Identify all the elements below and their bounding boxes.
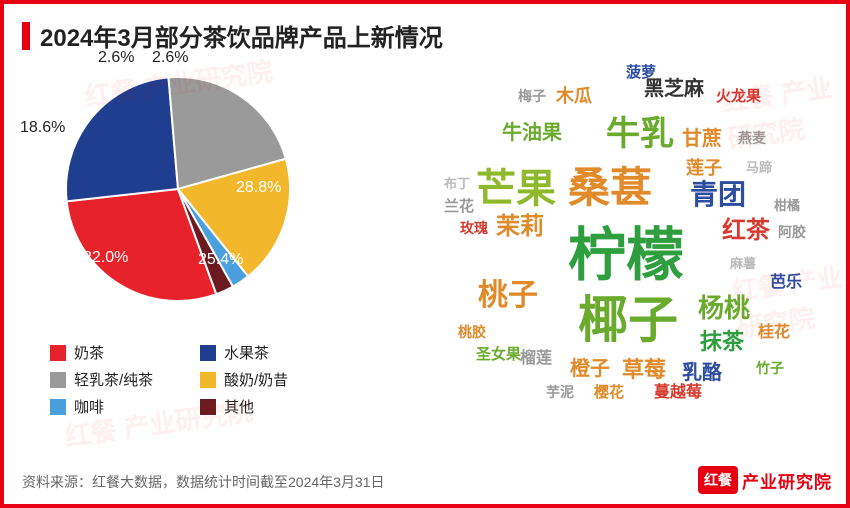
wordcloud-word: 桑葚	[568, 167, 652, 209]
wordcloud-word: 乳酪	[682, 363, 722, 383]
wordcloud-word: 茉莉	[496, 215, 544, 239]
legend-label: 奶茶	[74, 342, 104, 363]
wordcloud-word: 火龙果	[716, 89, 761, 104]
wordcloud-word: 杨桃	[698, 295, 750, 321]
wordcloud-word: 柠檬	[568, 227, 684, 285]
wordcloud-word: 红茶	[722, 219, 770, 243]
pie-slice	[66, 77, 178, 201]
legend-item: 奶茶	[50, 339, 200, 366]
wordcloud-word: 马蹄	[746, 161, 772, 174]
wordcloud-word: 牛乳	[606, 117, 674, 151]
wordcloud-word: 椰子	[578, 295, 678, 345]
pie-slice-label: 2.6%	[152, 49, 188, 67]
wordcloud-word: 玫瑰	[460, 221, 488, 235]
wordcloud-word: 黑芝麻	[644, 79, 704, 99]
legend-item: 咖啡	[50, 393, 200, 420]
wordcloud-word: 草莓	[622, 359, 666, 381]
legend-item: 水果茶	[200, 339, 350, 366]
legend-label: 其他	[224, 396, 254, 417]
wordcloud-word: 桃胶	[458, 325, 486, 339]
chart-frame: 2024年3月部分茶饮品牌产品上新情况 28.8% 25.4% 22.0% 18.6%…	[0, 0, 850, 508]
brand-badge: 红餐 产业研究院	[698, 466, 832, 494]
pie-slice-label: 25.4%	[198, 251, 243, 269]
chart-title: 2024年3月部分茶饮品牌产品上新情况	[40, 18, 443, 53]
legend-swatch	[200, 345, 216, 361]
wordcloud-word: 桂花	[758, 325, 790, 341]
wordcloud-word: 芭乐	[770, 275, 802, 291]
legend-label: 轻乳茶/纯茶	[74, 369, 153, 390]
word-cloud: 柠檬椰子 桑葚芒果 牛乳桃子 青团茉莉杨桃 红茶草莓橙子 抹茶乳酪 黑芝麻 木瓜牛油果 甘蔗 菠萝…	[398, 59, 832, 439]
wordcloud-word: 蔓越莓	[654, 385, 702, 401]
wordcloud-word: 牛油果	[502, 123, 562, 143]
wordcloud-word: 榴莲	[520, 351, 552, 367]
wordcloud-word: 竹子	[756, 361, 784, 375]
brand-badge-icon: 红餐	[698, 466, 738, 494]
brand-badge-label: 产业研究院	[742, 468, 832, 493]
source-footer: 资料来源：红餐大数据，数据统计时间截至2024年3月31日	[22, 472, 385, 492]
title-accent-bar	[22, 22, 30, 50]
wordcloud-word: 芋泥	[546, 385, 574, 399]
legend-item: 轻乳茶/纯茶	[50, 366, 200, 393]
pie-chart: 28.8%25.4%22.0%18.6%2.6%2.6%	[48, 59, 308, 319]
pie-legend: 奶茶 水果茶轻乳茶/纯茶 酸奶/奶昔咖啡 其他	[50, 339, 370, 420]
legend-swatch	[50, 372, 66, 388]
wordcloud-word: 樱花	[594, 385, 624, 400]
wordcloud-word: 桃子	[478, 281, 538, 311]
content-row: 28.8%25.4%22.0%18.6%2.6%2.6% 奶茶水果茶轻乳茶/纯茶…	[4, 59, 846, 439]
wordcloud-word: 芒果	[476, 169, 556, 209]
wordcloud-word: 柑橘	[774, 199, 800, 212]
legend-swatch	[50, 399, 66, 415]
wordcloud-word: 菠萝	[626, 65, 656, 80]
legend-label: 咖啡	[74, 396, 104, 417]
wordcloud-word: 圣女果	[476, 347, 521, 362]
legend-swatch	[50, 345, 66, 361]
wordcloud-word: 甘蔗	[682, 129, 722, 149]
legend-label: 酸奶/奶昔	[224, 369, 288, 390]
wordcloud-word: 布丁	[444, 177, 470, 190]
wordcloud-word: 橙子	[570, 359, 610, 379]
legend-label: 水果茶	[224, 342, 269, 363]
wordcloud-word: 木瓜	[556, 87, 592, 105]
pie-slice-label: 2.6%	[98, 49, 134, 67]
wordcloud-word: 青团	[690, 181, 746, 209]
wordcloud-word: 莲子	[686, 159, 722, 177]
pie-slice-label: 22.0%	[83, 249, 128, 267]
legend-item: 其他	[200, 393, 350, 420]
wordcloud-word: 麻薯	[730, 257, 756, 270]
wordcloud-word: 阿胶	[778, 225, 806, 239]
legend-item: 酸奶/奶昔	[200, 366, 350, 393]
wordcloud-word: 燕麦	[738, 131, 766, 145]
wordcloud-word: 兰花	[444, 199, 474, 214]
pie-slice-label: 18.6%	[20, 119, 65, 137]
pie-panel: 28.8%25.4%22.0%18.6%2.6%2.6% 奶茶水果茶轻乳茶/纯茶…	[18, 59, 398, 439]
wordcloud-word: 抹茶	[700, 331, 744, 353]
pie-slice-label: 28.8%	[236, 179, 281, 197]
wordcloud-word: 梅子	[518, 89, 546, 103]
legend-swatch	[200, 399, 216, 415]
legend-swatch	[200, 372, 216, 388]
